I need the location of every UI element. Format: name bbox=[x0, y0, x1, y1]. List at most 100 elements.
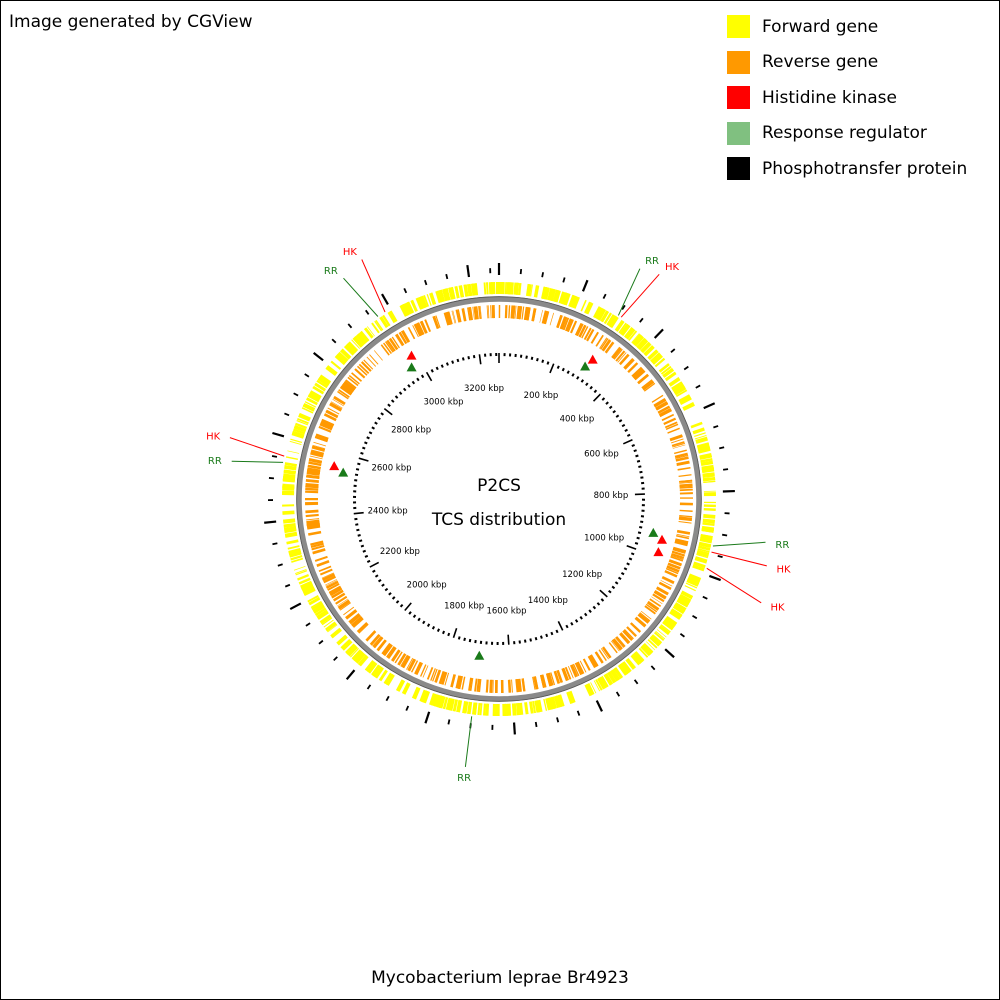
reverse-gene bbox=[594, 651, 603, 664]
histidine-kinase-marker bbox=[653, 547, 664, 557]
reverse-gene bbox=[322, 573, 335, 581]
forward-gene bbox=[674, 602, 687, 611]
forward-gene bbox=[679, 593, 692, 603]
reverse-gene bbox=[565, 666, 572, 680]
reverse-gene bbox=[525, 307, 531, 321]
reverse-gene bbox=[563, 667, 570, 681]
reverse-gene bbox=[670, 555, 684, 562]
outer-tick bbox=[284, 583, 291, 588]
forward-gene bbox=[604, 673, 612, 686]
reverse-gene bbox=[391, 336, 400, 349]
scale-tick bbox=[366, 559, 371, 563]
reverse-gene bbox=[588, 655, 597, 668]
forward-gene bbox=[680, 591, 693, 600]
scale-tick bbox=[360, 451, 364, 455]
reverse-gene bbox=[433, 315, 440, 329]
forward-gene bbox=[312, 386, 324, 394]
reverse-gene bbox=[340, 384, 353, 395]
reverse-gene bbox=[521, 306, 525, 320]
outer-tick bbox=[447, 719, 451, 725]
reverse-gene bbox=[639, 612, 651, 622]
scale-tick bbox=[445, 362, 449, 366]
forward-gene bbox=[301, 407, 314, 414]
scale-label: 1200 kbp bbox=[562, 570, 602, 580]
outer-tick bbox=[289, 602, 302, 611]
reverse-gene bbox=[452, 310, 457, 324]
forward-gene bbox=[331, 629, 342, 638]
reverse-gene bbox=[319, 568, 333, 576]
reverse-gene bbox=[311, 449, 325, 454]
outer-tick bbox=[272, 431, 285, 438]
scale-tick bbox=[546, 361, 550, 365]
reverse-gene bbox=[611, 639, 622, 651]
outer-tick bbox=[347, 323, 353, 329]
reverse-gene bbox=[553, 671, 560, 684]
forward-gene bbox=[699, 453, 712, 459]
scale-tick bbox=[368, 431, 373, 435]
reverse-gene bbox=[474, 678, 478, 692]
forward-gene bbox=[285, 533, 298, 537]
scale-tick bbox=[417, 617, 421, 622]
forward-gene bbox=[512, 703, 517, 716]
reverse-gene bbox=[311, 445, 326, 452]
forward-gene bbox=[297, 417, 309, 425]
scale-label: 3200 kbp bbox=[464, 384, 504, 394]
forward-gene bbox=[700, 460, 714, 466]
forward-gene bbox=[690, 421, 703, 429]
reverse-gene bbox=[358, 623, 369, 634]
reverse-gene bbox=[678, 516, 693, 521]
reverse-gene bbox=[386, 339, 396, 352]
outer-tick bbox=[683, 365, 689, 371]
forward-gene bbox=[410, 300, 417, 312]
forward-gene bbox=[316, 379, 328, 389]
forward-gene bbox=[574, 297, 580, 309]
reverse-gene bbox=[380, 344, 390, 356]
scale-tick bbox=[611, 585, 616, 590]
forward-gene bbox=[506, 703, 512, 716]
scale-tick bbox=[451, 360, 455, 364]
scale-tick bbox=[580, 379, 585, 383]
forward-gene bbox=[339, 348, 352, 360]
scale-tick bbox=[615, 414, 620, 418]
reverse-gene bbox=[610, 640, 620, 652]
reverse-gene bbox=[672, 444, 686, 449]
outer-tick bbox=[719, 446, 725, 450]
forward-gene bbox=[586, 684, 593, 696]
forward-gene bbox=[697, 446, 711, 454]
forward-gene bbox=[284, 462, 297, 467]
forward-gene bbox=[610, 316, 618, 328]
forward-gene bbox=[420, 295, 428, 308]
forward-gene bbox=[637, 339, 649, 351]
reverse-gene bbox=[305, 481, 319, 483]
reverse-gene bbox=[308, 530, 322, 536]
forward-gene bbox=[289, 551, 302, 557]
forward-gene bbox=[529, 701, 533, 714]
reverse-gene bbox=[478, 305, 482, 320]
reverse-gene bbox=[676, 535, 690, 540]
reverse-gene bbox=[533, 676, 538, 690]
forward-gene bbox=[291, 557, 304, 563]
scale-tick bbox=[639, 470, 643, 474]
reverse-gene bbox=[581, 326, 589, 339]
scale-tick bbox=[390, 399, 395, 403]
reverse-gene bbox=[432, 316, 438, 329]
scale-tick bbox=[589, 385, 593, 390]
forward-gene bbox=[649, 635, 661, 647]
outer-tick bbox=[703, 402, 716, 410]
reverse-gene bbox=[676, 529, 691, 535]
reverse-gene bbox=[327, 407, 340, 415]
forward-gene bbox=[346, 644, 356, 655]
reverse-gene bbox=[666, 565, 680, 572]
reverse-gene bbox=[601, 339, 610, 351]
forward-gene bbox=[696, 551, 709, 558]
response-regulator-marker bbox=[474, 650, 485, 660]
forward-gene bbox=[619, 663, 628, 675]
outer-tick bbox=[541, 272, 544, 278]
forward-gene bbox=[290, 554, 303, 561]
scale-tick bbox=[372, 569, 376, 573]
scale-tick bbox=[456, 358, 460, 363]
forward-gene bbox=[586, 302, 594, 315]
legend-swatch-response-regulator bbox=[727, 121, 750, 145]
callout-line bbox=[706, 567, 762, 604]
reverse-gene bbox=[576, 662, 583, 675]
